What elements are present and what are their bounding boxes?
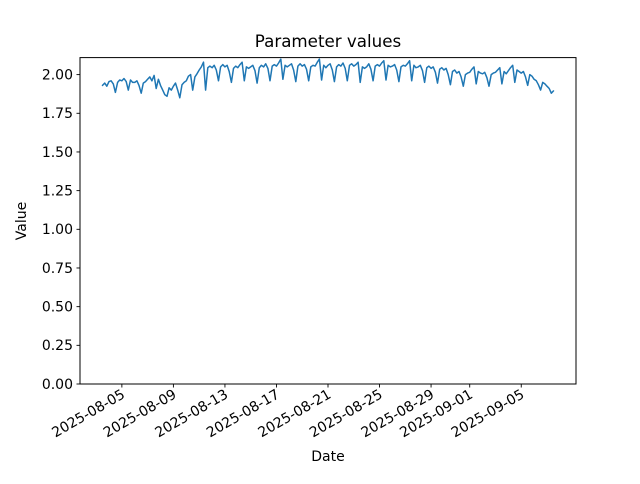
y-tick-label: 1.50 bbox=[42, 145, 73, 161]
y-tick-label: 0.25 bbox=[42, 338, 73, 354]
y-tick-label: 1.25 bbox=[42, 183, 73, 199]
y-tick-label: 0.50 bbox=[42, 299, 73, 315]
y-tick-label: 1.00 bbox=[42, 222, 73, 238]
chart-title: Parameter values bbox=[255, 31, 401, 51]
data-line bbox=[101, 58, 555, 99]
y-axis-label: Value bbox=[14, 202, 30, 240]
y-tick-label: 1.75 bbox=[42, 106, 73, 122]
plot-area: 0.000.250.500.751.001.251.501.752.002025… bbox=[42, 57, 577, 441]
y-tick-label: 0.75 bbox=[42, 261, 73, 277]
y-tick-label: 0.00 bbox=[42, 377, 73, 393]
x-axis-label: Date bbox=[311, 449, 344, 465]
y-tick-label: 2.00 bbox=[42, 67, 73, 83]
plot-frame bbox=[79, 57, 577, 385]
